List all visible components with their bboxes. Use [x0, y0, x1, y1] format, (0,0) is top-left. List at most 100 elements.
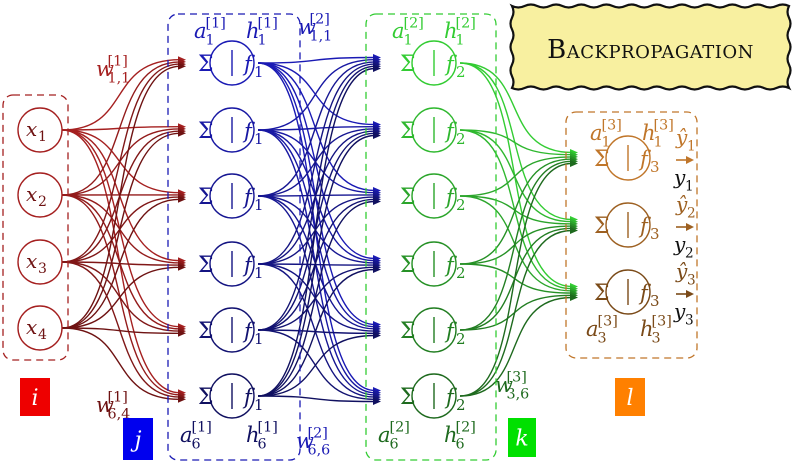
- preactivation-a2-1-subscript: 1: [404, 33, 413, 49]
- preactivation-a3-1-superscript: [3]: [602, 118, 622, 134]
- arrowhead-icon: [178, 62, 186, 70]
- edge-w2-6-3: [257, 200, 376, 397]
- layer-index-j: j: [123, 418, 153, 460]
- sum-symbol: Σ: [400, 253, 416, 278]
- output-layer-box: [565, 111, 698, 359]
- edge-w3-6-3: [459, 296, 573, 397]
- layer-index-label: l: [626, 386, 633, 411]
- arrowhead-icon: [178, 195, 186, 203]
- activation-subscript: 2: [456, 396, 466, 414]
- preactivation-a1-1-superscript: [1]: [206, 16, 226, 32]
- sum-symbol: Σ: [198, 385, 214, 410]
- input-node-circle: [17, 172, 63, 218]
- preactivation-a2-1: a [2]1: [392, 16, 424, 49]
- input-node-circle: [17, 107, 63, 153]
- input-layer-box: [2, 94, 69, 361]
- edge-w3-3-1: [459, 156, 573, 197]
- activation-symbol: f: [444, 185, 457, 209]
- activation-symbol: f: [242, 185, 255, 209]
- activation-h1-6: h[1]6: [246, 420, 278, 453]
- preactivation-a1-6: a [1]6: [180, 420, 212, 453]
- edge-w2-6-5: [257, 334, 376, 397]
- activation-h2-1-base: h: [444, 19, 458, 43]
- sum-symbol: Σ: [400, 52, 416, 77]
- activation-h3-3-subscript: 3: [652, 331, 661, 347]
- preactivation-a3-3-subscript: 3: [598, 331, 607, 347]
- title-box: Backpropagation: [509, 3, 792, 91]
- input-node-label: x: [26, 249, 37, 273]
- edge-w1-2-4: [61, 194, 181, 264]
- layer-index-label: i: [31, 386, 38, 411]
- sum-symbol: Σ: [594, 214, 610, 239]
- predicted-output-1-subscript: 1: [687, 138, 696, 154]
- activation-symbol: f: [444, 253, 457, 277]
- preactivation-a3-1: a [3]1: [590, 118, 622, 151]
- activation-symbol: f: [444, 385, 457, 409]
- weight-w1-1-1-superscript: [1]: [108, 54, 128, 70]
- activation-h2-6-subscript: 6: [456, 437, 465, 453]
- sum-symbol: Σ: [594, 147, 610, 172]
- input-node-subscript: 2: [38, 194, 47, 210]
- edge-w3-4-1: [459, 158, 573, 265]
- edge-w3-6-2: [459, 229, 573, 397]
- activation-subscript: 1: [254, 130, 264, 148]
- input-node-label: x: [26, 315, 37, 339]
- activation-h3-3-superscript: [3]: [652, 314, 672, 330]
- activation-h2-1-superscript: [2]: [456, 16, 476, 32]
- layer-index-k: k: [508, 418, 536, 457]
- weight-w2-6-6-superscript: [2]: [308, 426, 328, 442]
- activation-subscript: 2: [456, 130, 466, 148]
- sum-symbol: Σ: [198, 52, 214, 77]
- edge-w2-6-2: [257, 134, 376, 397]
- edge-w1-1-3: [61, 129, 181, 194]
- preactivation-a2-1-superscript: [2]: [404, 16, 424, 32]
- arrowhead-icon: [178, 329, 186, 337]
- activation-subscript: 3: [650, 292, 660, 310]
- edge-w2-6-1: [257, 67, 376, 397]
- preactivation-a2-6: a [2]6: [378, 420, 410, 453]
- activation-symbol: f: [638, 147, 651, 171]
- sum-symbol: Σ: [198, 253, 214, 278]
- layer-boxes: [2, 13, 698, 461]
- preactivation-a2-6-subscript: 6: [390, 437, 399, 453]
- activation-subscript: 2: [456, 330, 466, 348]
- activation-subscript: 1: [254, 330, 264, 348]
- edge-w3-5-3: [459, 294, 573, 331]
- target-output-3-subscript: 3: [685, 312, 694, 328]
- weight-connections: [61, 54, 578, 405]
- edge-w1-4-5: [61, 327, 181, 334]
- weight-w3-3-6-subscript: 3,6: [507, 387, 530, 403]
- arrowhead-icon: [373, 332, 381, 339]
- activation-h1-1-base: h: [246, 19, 260, 43]
- weight-w2-1-1-base: w: [298, 15, 316, 39]
- edge-w2-5-1: [257, 65, 376, 331]
- edge-w2-4-6: [257, 263, 376, 398]
- edge-w1-4-4: [61, 266, 181, 329]
- sum-symbol: Σ: [198, 319, 214, 344]
- title-background: [509, 3, 792, 91]
- preactivation-a1-1: a [1]1: [194, 16, 226, 49]
- activation-symbol: f: [638, 281, 651, 305]
- edge-w1-3-3: [61, 196, 181, 263]
- target-output-3-base: y: [673, 299, 686, 323]
- edge-w3-1-1: [459, 62, 573, 154]
- arrowhead-icon: [570, 294, 578, 301]
- activation-symbol: f: [242, 119, 255, 143]
- preactivation-a1-6-superscript: [1]: [192, 420, 212, 436]
- edge-w2-4-4: [257, 263, 376, 266]
- activation-h2-1-subscript: 1: [456, 33, 465, 49]
- edge-w2-1-1: [257, 56, 376, 64]
- layer-index-i: i: [20, 378, 50, 416]
- activation-symbol: f: [444, 119, 457, 143]
